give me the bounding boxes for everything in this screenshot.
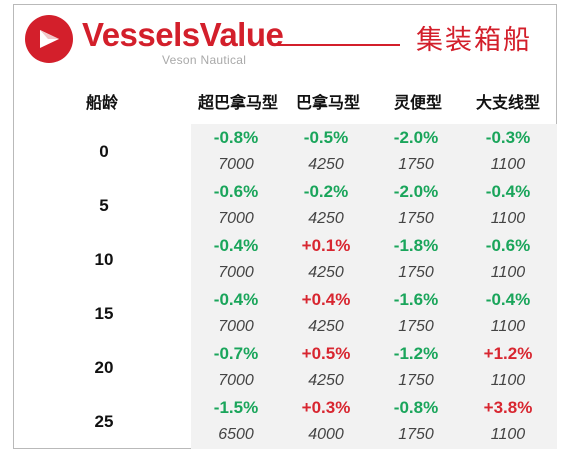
age-cell: 0 [99, 142, 109, 161]
value-cell: 1100 [490, 426, 526, 443]
value-cell: 1750 [398, 210, 434, 227]
age-cell: 10 [94, 250, 114, 269]
column-header-feeder-max: 大支线型 [475, 95, 540, 112]
value-cell: 1750 [398, 426, 434, 443]
change-cell: -0.8% [213, 128, 259, 147]
value-cell: 7000 [218, 210, 254, 227]
value-cell: 1750 [398, 372, 434, 389]
brand-subtitle: Veson Nautical [162, 53, 247, 67]
title-rule [272, 44, 400, 46]
age-cell: 15 [94, 304, 114, 323]
change-cell: -0.2% [303, 182, 349, 201]
chart-frame: VesselsValue Veson Nautical 集装箱船 船龄 超巴拿马… [13, 4, 557, 449]
change-cell: -0.4% [485, 182, 531, 201]
change-cell: -2.0% [393, 182, 439, 201]
change-cell: +0.1% [301, 236, 351, 255]
change-cell: +0.3% [301, 398, 351, 417]
column-header-panamax: 巴拿马型 [295, 95, 360, 112]
value-cell: 1750 [398, 318, 434, 335]
age-cell: 5 [99, 196, 109, 215]
change-cell: -0.3% [485, 128, 531, 147]
age-cell: 25 [94, 412, 114, 431]
column-header-post-panamax: 超巴拿马型 [197, 95, 278, 112]
change-cell: -0.8% [393, 398, 439, 417]
value-cell: 4250 [308, 372, 344, 389]
value-cell: 7000 [218, 156, 254, 173]
value-cell: 1100 [490, 156, 526, 173]
vesselsvalue-logo-icon [25, 15, 73, 63]
value-cell: 4250 [308, 318, 344, 335]
value-cell: 1750 [398, 156, 434, 173]
change-cell: -1.5% [213, 398, 259, 417]
change-cell: -1.2% [393, 344, 439, 363]
value-cell: 1100 [490, 318, 526, 335]
value-cell: 4250 [308, 264, 344, 281]
value-cell: 6500 [218, 426, 254, 443]
value-cell: 4000 [308, 426, 344, 443]
value-cell: 7000 [218, 264, 254, 281]
value-cell: 1100 [490, 210, 526, 227]
change-cell: -0.6% [213, 182, 259, 201]
change-cell: -1.8% [393, 236, 439, 255]
value-cell: 4250 [308, 210, 344, 227]
change-cell: +0.4% [301, 290, 351, 309]
change-cell: -2.0% [393, 128, 439, 147]
value-cell: 7000 [218, 372, 254, 389]
value-cell: 4250 [308, 156, 344, 173]
change-cell: -0.7% [213, 344, 259, 363]
value-cell: 1750 [398, 264, 434, 281]
change-cell: -0.4% [213, 290, 259, 309]
change-cell: +1.2% [483, 344, 533, 363]
value-cell: 1100 [490, 372, 526, 389]
age-column-header: 船龄 [85, 95, 118, 112]
change-cell: +0.5% [301, 344, 351, 363]
table-panel [191, 124, 557, 449]
change-cell: -0.4% [485, 290, 531, 309]
change-cell: -0.5% [303, 128, 349, 147]
brand-name: VesselsValue [82, 16, 284, 53]
change-cell: -0.6% [485, 236, 531, 255]
header: VesselsValue Veson Nautical 集装箱船 [14, 5, 556, 83]
page-title: 集装箱船 [416, 25, 532, 55]
change-cell: -1.6% [393, 290, 439, 309]
age-cell: 20 [94, 358, 114, 377]
column-header-handy: 灵便型 [393, 95, 442, 112]
change-cell: +3.8% [483, 398, 533, 417]
change-cell: -0.4% [213, 236, 259, 255]
value-cell: 1100 [490, 264, 526, 281]
value-cell: 7000 [218, 318, 254, 335]
